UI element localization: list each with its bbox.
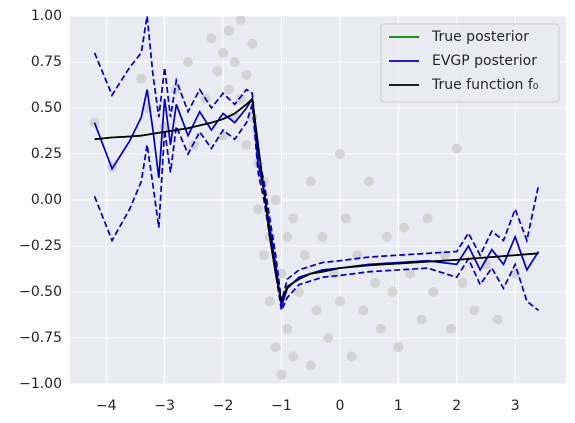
- observation-point: [276, 268, 287, 279]
- observation-point: [136, 73, 147, 84]
- observation-point: [282, 231, 293, 242]
- observation-point: [299, 250, 310, 261]
- legend-label: True posterior: [431, 29, 529, 45]
- observation-point: [399, 222, 410, 233]
- observation-point: [241, 139, 252, 150]
- observation-point: [416, 314, 427, 325]
- observation-point: [253, 204, 264, 215]
- observation-point: [428, 287, 439, 297]
- observation-point: [492, 314, 503, 325]
- y-tick-label: −1.00: [19, 376, 62, 392]
- x-tick-label: 0: [335, 398, 344, 414]
- observation-point: [375, 323, 386, 334]
- observation-point: [334, 296, 345, 307]
- observation-point: [480, 259, 491, 270]
- x-tick-label: 3: [511, 398, 520, 414]
- y-tick-label: 0.25: [31, 146, 62, 162]
- y-tick-label: −0.25: [19, 238, 62, 254]
- observation-point: [364, 176, 375, 187]
- legend: True posterior EVGP posterior True functio…: [380, 23, 560, 103]
- observation-point: [405, 268, 416, 279]
- observation-point: [358, 305, 369, 316]
- observation-point: [235, 16, 246, 25]
- observation-point: [229, 57, 240, 67]
- observation-point: [218, 47, 229, 58]
- grid: [70, 15, 566, 385]
- observation-point: [276, 369, 287, 380]
- observation-point: [469, 305, 480, 316]
- observation-point: [188, 139, 199, 150]
- legend-label: EVGP posterior: [432, 53, 537, 69]
- observation-point: [183, 57, 194, 67]
- ticks: −1.00 −0.75 −0.50 −0.25 0.00 0.25 0.50 0.75 1.00…: [19, 8, 520, 414]
- observation-point: [305, 360, 316, 371]
- observation-point: [311, 305, 322, 316]
- observation-point: [393, 342, 404, 353]
- observation-point: [294, 287, 305, 297]
- observation-point: [270, 342, 281, 353]
- observation-point: [241, 69, 252, 80]
- y-tick-label: 1.00: [31, 8, 62, 24]
- observation-point: [451, 143, 462, 154]
- observation-point: [381, 231, 392, 242]
- observation-point: [422, 213, 433, 224]
- observation-point: [223, 84, 234, 95]
- legend-label: True function f₀: [431, 77, 539, 93]
- x-tick-label: −4: [96, 398, 117, 414]
- legend-box: [380, 23, 560, 103]
- observation-point: [258, 250, 269, 261]
- observation-point: [270, 195, 281, 205]
- observation-point: [346, 351, 357, 362]
- y-tick-label: −0.75: [19, 330, 62, 346]
- x-tick-label: 1: [394, 398, 403, 414]
- observation-point: [323, 333, 334, 343]
- x-tick-label: −1: [271, 398, 292, 414]
- observation-point: [223, 25, 234, 36]
- observation-point: [206, 33, 217, 44]
- x-tick-label: −3: [154, 398, 175, 414]
- y-tick-label: 0.00: [31, 192, 62, 208]
- marks: [89, 16, 540, 380]
- observation-point: [247, 38, 258, 49]
- observation-point: [282, 323, 293, 334]
- observation-point: [264, 296, 275, 307]
- y-tick-label: −0.50: [19, 284, 62, 300]
- observation-point: [305, 176, 316, 187]
- credible-band-upper: [93, 16, 540, 302]
- observation-point: [317, 231, 328, 242]
- y-tick-label: 0.75: [31, 54, 62, 70]
- observation-point: [387, 287, 398, 297]
- x-tick-label: −2: [213, 398, 234, 414]
- observation-point: [212, 66, 223, 77]
- observation-point: [235, 93, 246, 104]
- series-line: [94, 97, 539, 305]
- observation-point: [288, 213, 299, 224]
- observation-point: [334, 149, 345, 159]
- observation-point: [340, 213, 351, 224]
- x-tick-label: 2: [452, 398, 461, 414]
- observation-point: [445, 323, 456, 334]
- observation-point: [369, 277, 380, 288]
- y-tick-label: 0.50: [31, 100, 62, 116]
- observation-point: [288, 351, 299, 362]
- observation-point: [457, 277, 468, 288]
